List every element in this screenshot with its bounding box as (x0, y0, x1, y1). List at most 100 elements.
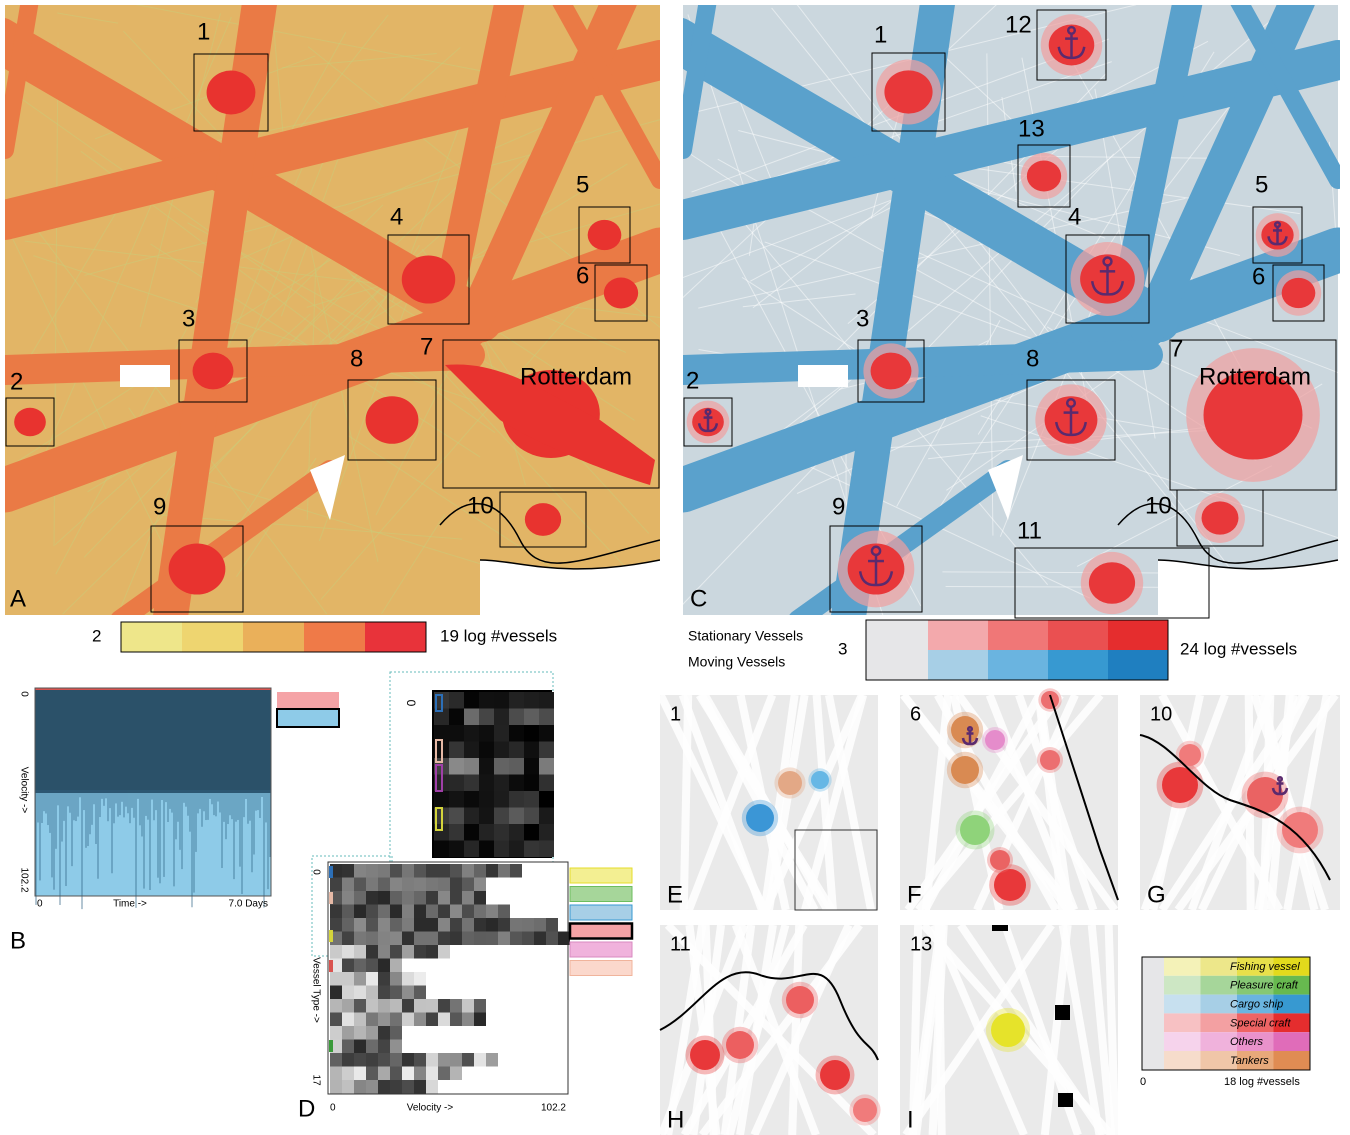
vessel-cluster (746, 804, 774, 832)
heatmap-cell (354, 891, 366, 905)
heatmap-cell (402, 1067, 414, 1081)
vessel-cluster (985, 730, 1005, 750)
heatmap-cell (486, 905, 498, 919)
activity-blob (871, 353, 912, 390)
legend-cell (1164, 1013, 1201, 1032)
x-axis-label: Velocity -> (407, 1103, 454, 1114)
heatmap-cell (479, 742, 494, 759)
y-axis-min: 0 (18, 691, 29, 697)
heatmap-cell (414, 986, 426, 1000)
region-label: 11 (1017, 517, 1042, 544)
heatmap-cell (450, 891, 462, 905)
heatmap-cell (494, 742, 509, 759)
heatmap-cell (479, 758, 494, 775)
heatmap-cell (464, 775, 479, 792)
heatmap-cell (494, 824, 509, 841)
heatmap-cell (366, 972, 378, 986)
vessel-cluster (991, 1013, 1025, 1047)
heatmap-cell (366, 864, 378, 878)
heatmap-cell (494, 758, 509, 775)
type-swatch (570, 942, 632, 957)
heatmap-cell (534, 918, 546, 932)
heatmap-cell (426, 1080, 438, 1094)
heatmap-cell (539, 709, 554, 726)
legend-max: 18 log #vessels (1224, 1076, 1300, 1088)
heatmap-cell (402, 999, 414, 1013)
panel-letter: B (10, 927, 26, 954)
track-line (684, 695, 688, 910)
panel-letter: G (1147, 881, 1166, 908)
panel-letter: H (667, 1106, 684, 1133)
heatmap-cell (509, 758, 524, 775)
activity-blob (207, 71, 256, 115)
y-axis-label: Velocity -> (18, 767, 29, 814)
heatmap-cell (402, 905, 414, 919)
heatmap-cell (414, 999, 426, 1013)
legend-label: Cargo ship (1230, 999, 1283, 1011)
panel-letter: D (298, 1095, 315, 1122)
region-label: 2 (10, 368, 23, 395)
legend-min: 0 (1140, 1076, 1146, 1088)
heatmap-cell (366, 959, 378, 973)
heatmap-cell (462, 864, 474, 878)
heatmap-cell (464, 692, 479, 709)
vessel-cluster (820, 1060, 850, 1090)
region-label: 4 (1068, 203, 1081, 230)
legend-cell (1164, 957, 1201, 976)
heatmap-cell (414, 1067, 426, 1081)
vessel-cluster (786, 986, 814, 1014)
heatmap-cell (426, 864, 438, 878)
heatmap-cell (438, 864, 450, 878)
activity-blob (402, 255, 455, 303)
heatmap-cell (402, 918, 414, 932)
heatmap-cell (539, 841, 554, 858)
panel-letter: A (10, 585, 26, 612)
heatmap-cell (450, 999, 462, 1013)
heatmap-cell (434, 791, 449, 808)
heatmap-cell (378, 891, 390, 905)
region-label: 8 (1026, 345, 1039, 372)
heatmap-cell (366, 945, 378, 959)
activity-blob (169, 543, 226, 594)
heatmap-cell (494, 808, 509, 825)
heatmap-cell (494, 841, 509, 858)
heatmap-cell (479, 791, 494, 808)
region-label: 10 (467, 492, 494, 519)
map (678, 0, 1350, 620)
series-swatch (277, 709, 339, 727)
heatmap-cell (426, 999, 438, 1013)
region-label: 4 (390, 203, 403, 230)
colorbar-cell (988, 620, 1048, 650)
heatmap-cell (479, 692, 494, 709)
heatmap-cell (509, 709, 524, 726)
heatmap-cell (366, 878, 378, 892)
vessel-cluster (726, 1031, 754, 1059)
heatmap-cell (434, 841, 449, 858)
colorbar-cell (1048, 620, 1108, 650)
heatmap-cell (479, 725, 494, 742)
land (798, 365, 848, 387)
heatmap-cell (402, 891, 414, 905)
heatmap-cell (464, 742, 479, 759)
heatmap-cell (510, 932, 522, 946)
heatmap-cell (390, 986, 402, 1000)
colorbar-cell (1108, 650, 1168, 680)
heatmap-cell (479, 824, 494, 841)
heatmap-cell (494, 791, 509, 808)
heatmap-cell (378, 1053, 390, 1067)
heatmap-cell (342, 878, 354, 892)
legend-cell (1164, 1032, 1201, 1051)
heatmap-cell (354, 1067, 366, 1081)
heatmap-cell (450, 1013, 462, 1027)
heatmap-cell (464, 758, 479, 775)
heatmap-cell (342, 1053, 354, 1067)
heatmap-cell (402, 878, 414, 892)
page: {"panel_a": {"letter": "A", "boxes": ["1… (0, 0, 1350, 1135)
heatmap-cell (450, 1053, 462, 1067)
heatmap-cell (509, 841, 524, 858)
legend-label: Special craft (1230, 1017, 1291, 1029)
activity-blob (193, 353, 234, 390)
heatmap-cell (438, 891, 450, 905)
heatmap-cell (342, 1080, 354, 1094)
region-label: 9 (153, 493, 166, 520)
